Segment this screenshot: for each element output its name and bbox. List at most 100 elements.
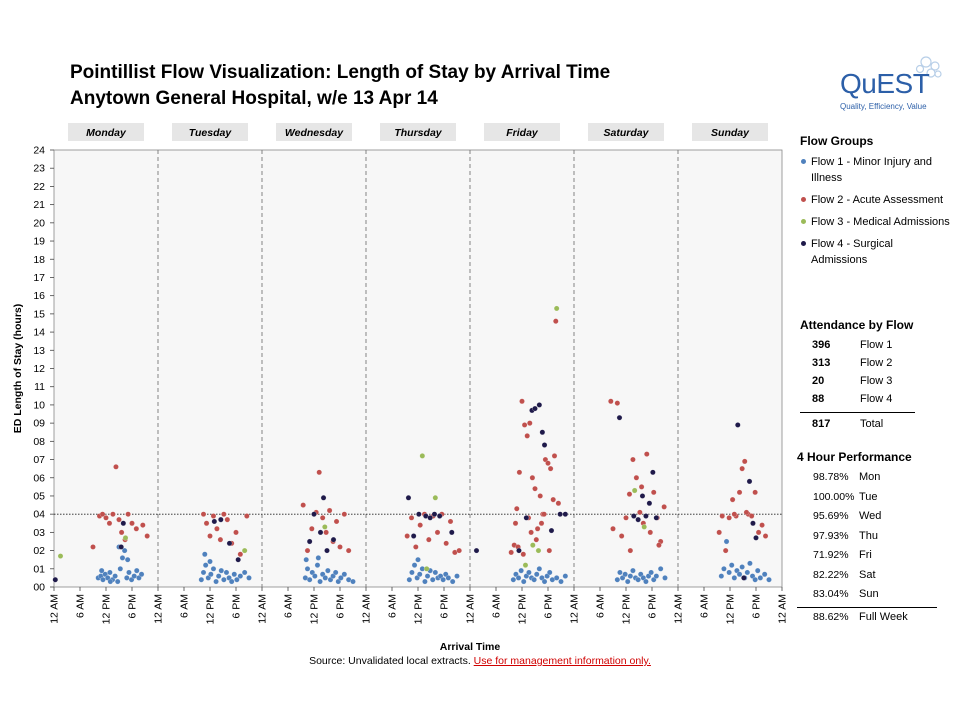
point-flow2 — [532, 485, 538, 492]
point-flow2 — [417, 522, 423, 528]
performance-label: Sat — [859, 568, 876, 581]
point-flow2 — [140, 522, 146, 528]
point-flow2 — [729, 496, 736, 503]
point-flow2 — [512, 520, 519, 527]
y-tick-label: 13 — [33, 345, 45, 357]
point-flow2 — [90, 544, 96, 550]
point-flow1 — [553, 575, 560, 581]
x-tick-label: 12 PM — [309, 594, 321, 624]
point-flow3 — [535, 547, 542, 554]
point-flow1 — [241, 569, 248, 576]
point-flow4 — [235, 556, 241, 563]
flow1-dot-icon — [801, 159, 806, 164]
point-flow4 — [631, 513, 637, 519]
point-flow1 — [728, 562, 735, 568]
point-flow2 — [647, 529, 654, 536]
point-flow1 — [526, 569, 532, 576]
management-warning-link[interactable]: Use for management information only. — [473, 655, 651, 667]
point-flow2 — [537, 493, 544, 499]
attendance-total-count: 817 — [812, 418, 831, 430]
point-flow4 — [118, 544, 124, 550]
point-flow2 — [555, 500, 562, 507]
y-tick-label: 18 — [33, 254, 45, 266]
point-flow2 — [443, 540, 449, 547]
attendance-count: 88 — [812, 393, 825, 405]
performance-row: 82.22% Sat — [797, 566, 937, 586]
point-flow4 — [523, 515, 530, 521]
point-flow2 — [722, 547, 729, 554]
point-flow1 — [117, 565, 124, 572]
point-flow2 — [144, 533, 150, 539]
point-flow1 — [98, 567, 105, 574]
point-flow1 — [518, 567, 524, 574]
point-flow4 — [416, 511, 422, 517]
point-flow2 — [237, 551, 244, 558]
point-flow1 — [440, 576, 446, 583]
point-flow2 — [741, 458, 748, 465]
point-flow2 — [113, 464, 119, 470]
point-flow3 — [122, 535, 129, 541]
point-flow1 — [662, 575, 668, 581]
source-note: Source: Unvalidated local extracts. Use … — [0, 655, 960, 667]
point-flow3 — [241, 547, 248, 554]
point-flow1 — [718, 573, 725, 579]
x-tick-label: 12 AM — [465, 594, 477, 624]
day-header-label: Monday — [86, 127, 127, 139]
point-flow1 — [198, 576, 205, 583]
point-flow1 — [314, 562, 321, 568]
attendance-table: Attendance by Flow 396 Flow 1 313 Flow 2 2… — [800, 318, 915, 433]
point-flow2 — [304, 547, 311, 554]
day-header-label: Sunday — [711, 127, 750, 139]
x-tick-label: 6 AM — [283, 594, 295, 618]
point-flow1 — [338, 575, 344, 581]
point-flow2 — [630, 456, 636, 463]
point-flow1 — [721, 565, 727, 572]
point-flow1 — [201, 551, 208, 558]
point-flow1 — [627, 573, 634, 579]
point-flow1 — [124, 575, 130, 581]
point-flow2 — [110, 511, 116, 517]
point-flow1 — [112, 573, 118, 579]
point-flow4 — [539, 429, 546, 436]
point-flow2 — [627, 547, 634, 554]
point-flow1 — [200, 569, 207, 576]
point-flow2 — [608, 398, 614, 405]
x-tick-label: 6 PM — [335, 594, 347, 619]
source-text: Source: Unvalidated local extracts. — [309, 655, 471, 667]
point-flow1 — [515, 575, 522, 581]
point-flow4 — [548, 527, 555, 534]
point-flow2 — [426, 536, 432, 543]
point-flow1 — [761, 571, 768, 578]
point-flow1 — [510, 576, 517, 583]
day-header-label: Thursday — [394, 127, 442, 139]
point-flow4 — [541, 442, 548, 448]
day-header-label: Saturday — [604, 127, 650, 139]
point-flow2 — [521, 422, 528, 428]
x-tick-label: 12 PM — [621, 594, 633, 624]
legend-item-label: Flow 3 - Medical Admissions — [811, 216, 950, 228]
point-flow2 — [633, 474, 640, 481]
performance-title: 4 Hour Performance — [797, 450, 912, 464]
point-flow2 — [207, 533, 213, 539]
point-flow2 — [200, 511, 207, 517]
performance-row: 71.92% Fri — [797, 546, 937, 566]
point-flow2 — [752, 489, 758, 496]
y-tick-label: 22 — [33, 181, 45, 193]
point-flow2 — [524, 433, 531, 439]
point-flow1 — [723, 538, 730, 545]
quest-logo: QuEST Quality, Efficiency, Value — [832, 52, 942, 122]
performance-row: 98.78% Mon — [797, 468, 937, 488]
attendance-row: 88 Flow 4 — [800, 390, 915, 408]
attendance-count: 396 — [812, 339, 831, 351]
point-flow4 — [306, 538, 313, 545]
point-flow1 — [341, 571, 348, 578]
point-flow1 — [332, 569, 339, 576]
point-flow2 — [221, 511, 227, 517]
y-tick-label: 05 — [33, 490, 45, 502]
point-flow2 — [762, 533, 769, 539]
point-flow2 — [413, 544, 419, 550]
point-flow2 — [133, 525, 140, 532]
point-flow2 — [755, 529, 762, 536]
point-flow2 — [638, 484, 645, 490]
